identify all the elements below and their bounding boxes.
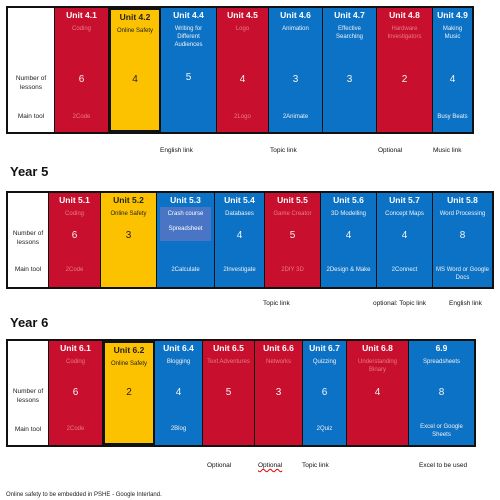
- lessons-label: Number of lessons: [12, 388, 44, 404]
- unit-5-3: Unit 5.3 Crash course Spreadsheet 2Calcu…: [157, 193, 215, 287]
- unit-6-8: Unit 6.8 Understanding Binary 4: [347, 341, 409, 445]
- unit-5-7: Unit 5.7 Concept Maps 4 2Connect: [377, 193, 433, 287]
- unit-5-5: Unit 5.5 Game Creator 5 2DIY 3D: [265, 193, 321, 287]
- note-optional-2: Optional: [258, 462, 283, 469]
- unit-4-4: Unit 4.4 Writing for Different Audiences…: [161, 8, 217, 132]
- year5-heading: Year 5: [10, 164, 49, 179]
- unit-6-6: Unit 6.6 Networks 3: [255, 341, 303, 445]
- tool-label: Main tool: [14, 426, 42, 433]
- unit-5-2: Unit 5.2 Online Safety 3: [101, 193, 157, 287]
- lessons-label: Number of lessons: [15, 75, 47, 91]
- note-music-link: Music link: [433, 147, 462, 154]
- note-topic-link: Topic link: [270, 147, 297, 154]
- row-labels: Number of lessons Main tool: [8, 341, 49, 445]
- note-optional: Optional: [378, 147, 403, 154]
- unit-6-9: 6.9 Spreadsheets 8 Excel or Google Sheet…: [409, 341, 474, 445]
- note-optional-topic-link: optional: Topic link: [373, 300, 426, 307]
- note-topic-link: Topic link: [302, 462, 329, 469]
- unit-4-9: Unit 4.9 Making Music 4 Busy Beats: [433, 8, 472, 132]
- tool-label: Main tool: [17, 113, 45, 120]
- unit-6-5: Unit 6.5 Text Adventures 5: [203, 341, 255, 445]
- unit-4-7: Unit 4.7 Effective Searching 3: [323, 8, 377, 132]
- unit-5-4: Unit 5.4 Databases 4 2Investigate: [215, 193, 265, 287]
- note-english-link: English link: [160, 147, 193, 154]
- unit-5-1: Unit 5.1 Coding 6 2Code: [49, 193, 101, 287]
- unit-5-8: Unit 5.8 Word Processing 8 MS Word or Go…: [433, 193, 492, 287]
- crash-course-box: Crash course Spreadsheet: [160, 207, 211, 241]
- unit-4-6: Unit 4.6 Animation 3 2Animate: [269, 8, 323, 132]
- year5-grid: Number of lessons Main tool Unit 5.1 Cod…: [6, 191, 494, 289]
- unit-6-7: Unit 6.7 Quizzing 6 2Quiz: [303, 341, 347, 445]
- unit-4-5: Unit 4.5 Logo 4 2Logo: [217, 8, 269, 132]
- unit-6-2: Unit 6.2 Online Safety 2: [103, 341, 155, 445]
- unit-5-6: Unit 5.6 3D Modelling 4 2Design & Make: [321, 193, 377, 287]
- unit-4-8: Unit 4.8 Hardware Investigators 2: [377, 8, 433, 132]
- row-labels: Number of lessons Main tool: [8, 8, 55, 132]
- note-excel-to-be-used: Excel to be used: [419, 462, 468, 469]
- note-topic-link: Topic link: [263, 300, 290, 307]
- year6-grid: Number of lessons Main tool Unit 6.1 Cod…: [6, 339, 476, 447]
- unit-4-2: Unit 4.2 Online Safety 4: [109, 8, 161, 132]
- note-optional: Optional: [207, 462, 232, 469]
- year6-heading: Year 6: [10, 315, 49, 330]
- year4-grid: Number of lessons Main tool Unit 4.1 Cod…: [6, 6, 474, 134]
- tool-label: Main tool: [14, 266, 42, 273]
- note-english-link: English link: [449, 300, 482, 307]
- unit-4-1: Unit 4.1 Coding 6 2Code: [55, 8, 109, 132]
- unit-6-1: Unit 6.1 Coding 6 2Code: [49, 341, 103, 445]
- unit-6-4: Unit 6.4 Blogging 4 2Blog: [155, 341, 203, 445]
- lessons-label: Number of lessons: [12, 230, 44, 246]
- row-labels: Number of lessons Main tool: [8, 193, 49, 287]
- footer-note: Online safety to be embedded in PSHE - G…: [6, 492, 162, 498]
